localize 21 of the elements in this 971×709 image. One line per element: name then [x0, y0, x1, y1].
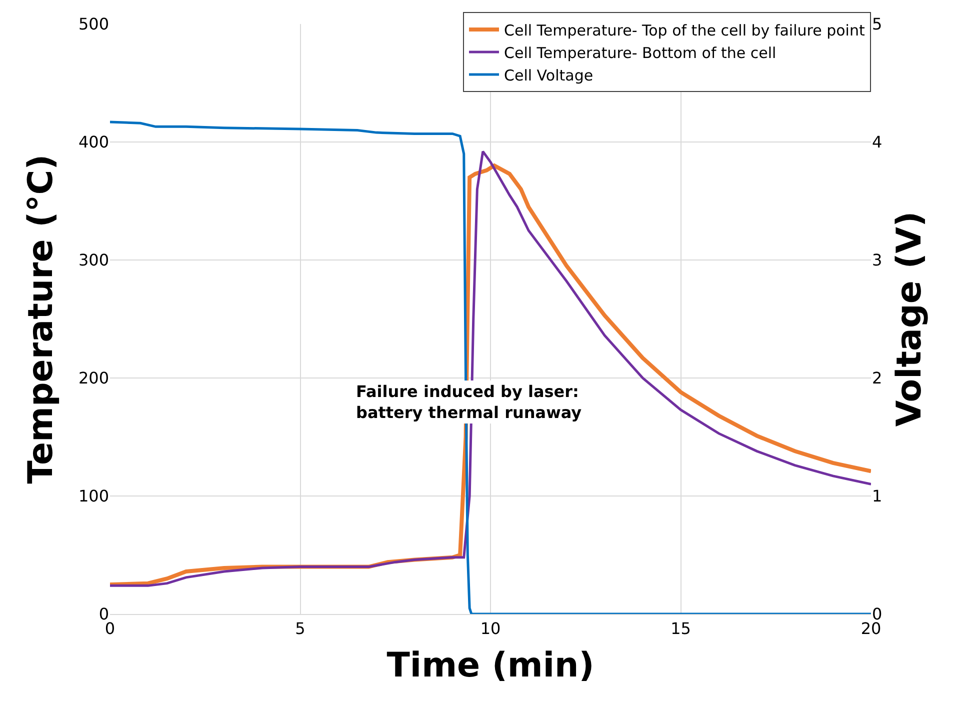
- y-tick-label: 500: [78, 14, 109, 34]
- y2-tick-label: 2: [872, 368, 882, 388]
- y2-tick-label: 3: [872, 250, 882, 270]
- x-tick-label: 15: [670, 619, 691, 638]
- y-tick-label: 100: [78, 486, 109, 506]
- y-tick-label: 200: [78, 368, 109, 388]
- x-tick-label: 5: [295, 619, 306, 638]
- legend-label: Cell Temperature- Top of the cell by failure point: [504, 21, 865, 40]
- y-tick-label: 300: [78, 250, 109, 270]
- legend-label: Cell Temperature- Bottom of the cell: [504, 44, 776, 62]
- annotation: Failure induced by laser: battery thermal runaway: [356, 382, 582, 422]
- x-tick-label: 20: [860, 619, 882, 638]
- y2-tick-label: 4: [872, 132, 882, 152]
- y2-tick-label: 5: [872, 14, 882, 34]
- y-tick-label: 400: [78, 132, 109, 152]
- legend-label: Cell Voltage: [504, 66, 594, 84]
- y-axis-title: Temperature (°C): [21, 154, 62, 484]
- x-axis-title: Time (min): [386, 646, 594, 686]
- y2-tick-label: 1: [872, 486, 882, 506]
- y2-axis-title: Voltage (V): [889, 211, 930, 427]
- x-tick-label: 10: [480, 619, 501, 638]
